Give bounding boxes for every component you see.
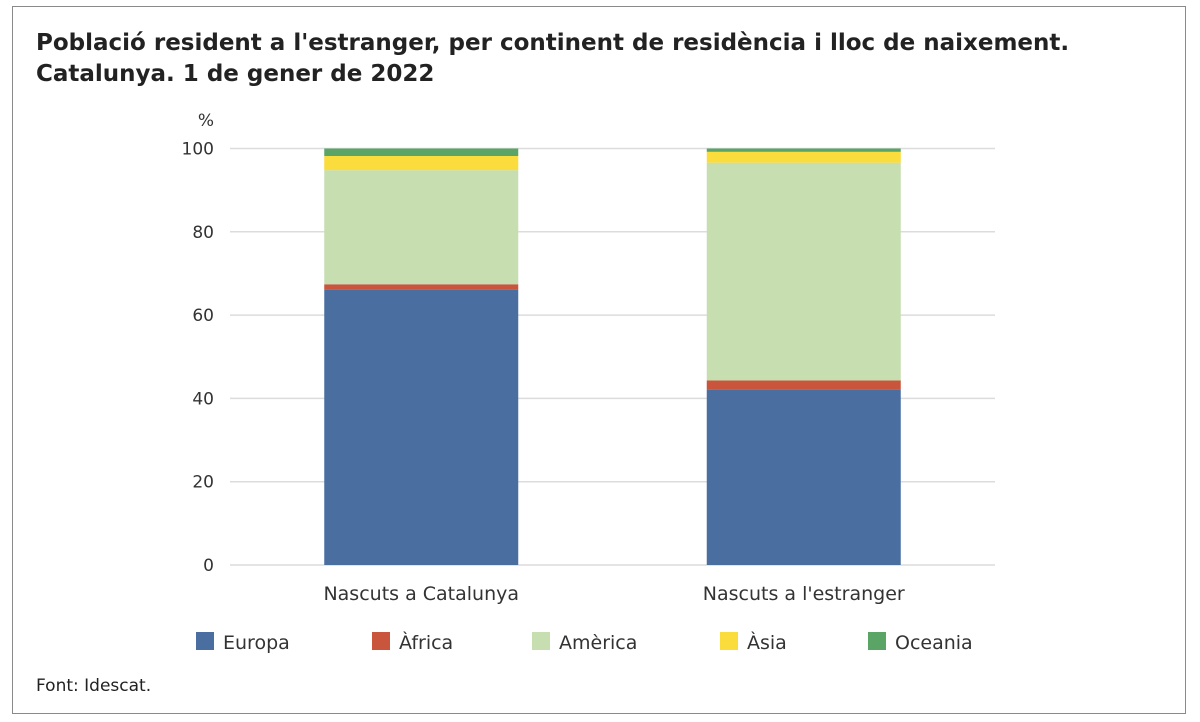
bar-segment-àfrica bbox=[706, 380, 901, 390]
legend-swatch bbox=[532, 632, 550, 650]
legend-label: Europa bbox=[223, 632, 290, 654]
y-tick-label: 20 bbox=[192, 473, 214, 493]
bar-segment-europa bbox=[324, 289, 519, 565]
legend-swatch bbox=[720, 632, 738, 650]
bar-segment-àsia bbox=[706, 151, 901, 163]
bar-segment-àsia bbox=[324, 155, 519, 171]
chart-frame bbox=[12, 6, 1186, 714]
y-tick-label: 40 bbox=[192, 389, 214, 409]
legend-label: Àsia bbox=[747, 631, 787, 654]
x-tick-label: Nascuts a Catalunya bbox=[323, 583, 519, 605]
y-axis-label: % bbox=[198, 111, 214, 131]
legend-swatch bbox=[868, 632, 886, 650]
chart-title: Població resident a l'estranger, per con… bbox=[36, 28, 1069, 90]
y-tick-label: 60 bbox=[192, 306, 214, 326]
x-tick-label: Nascuts a l'estranger bbox=[703, 583, 905, 605]
y-tick-label: 100 bbox=[182, 140, 214, 160]
title-line-1: Població resident a l'estranger, per con… bbox=[36, 30, 1070, 56]
legend-swatch bbox=[196, 632, 214, 650]
bar-segment-amèrica bbox=[324, 170, 519, 285]
legend-swatch bbox=[372, 632, 390, 650]
bar-segment-oceania bbox=[706, 148, 901, 152]
bar-segment-oceania bbox=[324, 148, 519, 156]
legend-label: Amèrica bbox=[559, 632, 637, 654]
bar-segment-àfrica bbox=[324, 284, 519, 290]
bar-segment-europa bbox=[706, 389, 901, 565]
y-tick-label: 0 bbox=[203, 556, 214, 576]
legend-label: Oceania bbox=[895, 632, 973, 654]
title-line-2: Catalunya. 1 de gener de 2022 bbox=[36, 61, 435, 87]
legend-label: Àfrica bbox=[399, 631, 453, 654]
source-note: Font: Idescat. bbox=[36, 676, 152, 696]
bar-segment-amèrica bbox=[706, 162, 901, 381]
y-tick-label: 80 bbox=[192, 223, 214, 243]
